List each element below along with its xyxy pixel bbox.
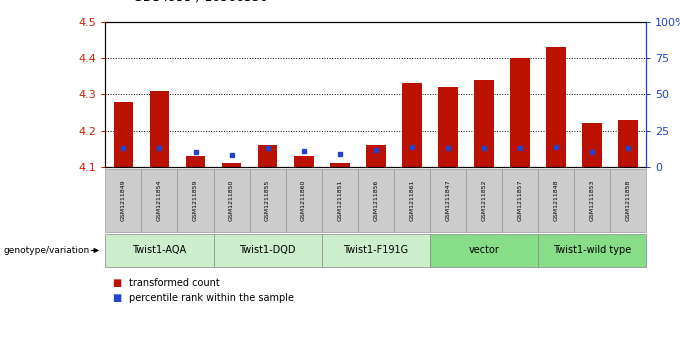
Text: Twist1-DQD: Twist1-DQD — [239, 245, 296, 256]
Bar — [222, 163, 241, 167]
Text: percentile rank within the sample: percentile rank within the sample — [129, 293, 294, 303]
Bar — [258, 145, 277, 167]
Text: GSM1211853: GSM1211853 — [590, 180, 594, 221]
Bar — [618, 120, 638, 167]
Bar — [474, 80, 494, 167]
Text: ■: ■ — [112, 278, 122, 288]
Text: GSM1211858: GSM1211858 — [626, 180, 630, 221]
Text: transformed count: transformed count — [129, 278, 220, 288]
Text: GSM1211852: GSM1211852 — [481, 180, 486, 221]
Text: GSM1211860: GSM1211860 — [301, 180, 306, 221]
Text: GSM1211857: GSM1211857 — [517, 180, 522, 221]
Bar — [150, 91, 169, 167]
Bar — [330, 163, 350, 167]
Text: GSM1211849: GSM1211849 — [121, 180, 126, 221]
Text: GSM1211861: GSM1211861 — [409, 180, 414, 221]
Text: GSM1211851: GSM1211851 — [337, 180, 342, 221]
Text: GSM1211855: GSM1211855 — [265, 180, 270, 221]
Bar — [366, 145, 386, 167]
Bar — [402, 83, 422, 167]
Text: GSM1211856: GSM1211856 — [373, 180, 378, 221]
Text: genotype/variation: genotype/variation — [3, 246, 90, 255]
Text: vector: vector — [469, 245, 499, 256]
Text: Twist1-wild type: Twist1-wild type — [553, 245, 631, 256]
Text: GSM1211859: GSM1211859 — [193, 180, 198, 221]
Bar — [438, 87, 458, 167]
Text: Twist1-AQA: Twist1-AQA — [133, 245, 186, 256]
Text: GSM1211848: GSM1211848 — [554, 180, 558, 221]
Text: Twist1-F191G: Twist1-F191G — [343, 245, 408, 256]
Bar — [186, 156, 205, 167]
Bar — [582, 123, 602, 167]
Text: GDS4955 / 10566350: GDS4955 / 10566350 — [133, 0, 267, 4]
Bar — [114, 102, 133, 167]
Bar — [294, 156, 313, 167]
Text: GSM1211847: GSM1211847 — [445, 180, 450, 221]
Text: ■: ■ — [112, 293, 122, 303]
Bar — [510, 58, 530, 167]
Text: GSM1211850: GSM1211850 — [229, 180, 234, 221]
Bar — [546, 47, 566, 167]
Text: GSM1211854: GSM1211854 — [157, 180, 162, 221]
